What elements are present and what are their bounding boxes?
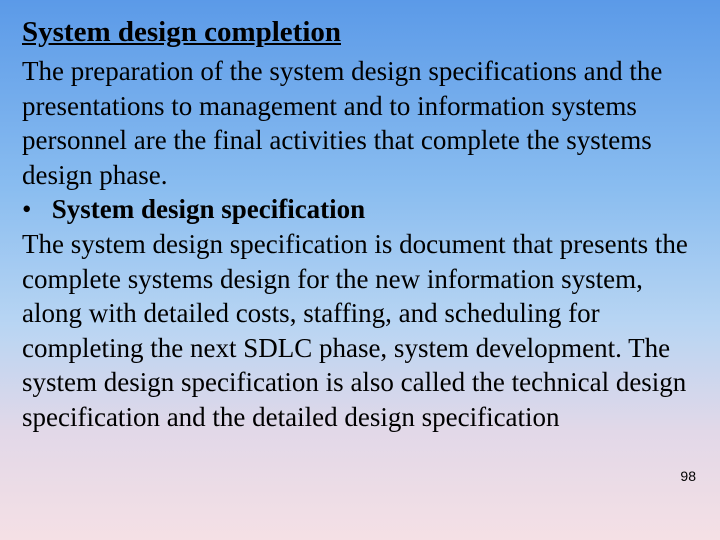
bullet-item: • System design specification — [22, 192, 698, 227]
bullet-label: System design specification — [52, 194, 366, 224]
slide-container: System design completion The preparation… — [0, 0, 720, 540]
body-paragraph: The system design specification is docum… — [22, 227, 698, 434]
intro-paragraph: The preparation of the system design spe… — [22, 54, 698, 192]
slide-title: System design completion — [22, 14, 698, 50]
bullet-marker: • — [22, 194, 31, 224]
page-number: 98 — [680, 468, 696, 484]
